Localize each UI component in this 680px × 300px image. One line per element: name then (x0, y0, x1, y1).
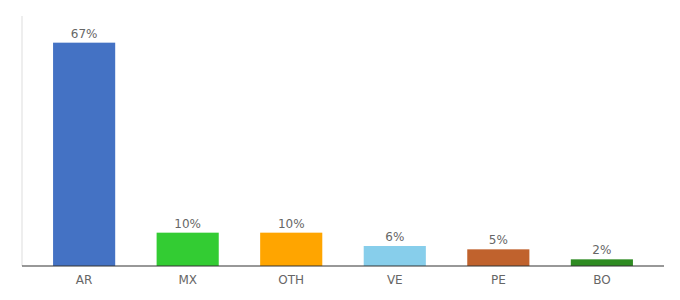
bar (467, 249, 529, 266)
bars (53, 43, 633, 266)
data-labels: 67% 10% 10% 6% 5% 2% (71, 27, 612, 258)
bar (53, 43, 115, 266)
bar (260, 233, 322, 266)
data-label: 5% (489, 233, 508, 247)
chart-container: 67% 10% 10% 6% 5% 2% AR MX OTH VE PE BO (0, 0, 680, 300)
bar (157, 233, 219, 266)
data-label: 67% (71, 27, 98, 41)
data-label: 10% (278, 217, 305, 231)
x-tick-label: MX (178, 273, 197, 287)
x-tick-label: PE (491, 273, 506, 287)
data-label: 10% (174, 217, 201, 231)
y-axis-line (22, 16, 23, 266)
x-tick-label: OTH (278, 273, 304, 287)
data-label: 2% (592, 243, 611, 257)
data-label: 6% (385, 230, 404, 244)
x-tick-labels: AR MX OTH VE PE BO (76, 273, 611, 287)
bar (571, 259, 633, 266)
x-tick-label: BO (593, 273, 610, 287)
x-tick-label: VE (387, 273, 403, 287)
x-axis-line (22, 265, 664, 266)
bar (364, 246, 426, 266)
x-tick-label: AR (76, 273, 93, 287)
chart-svg: 67% 10% 10% 6% 5% 2% AR MX OTH VE PE BO (0, 0, 680, 300)
